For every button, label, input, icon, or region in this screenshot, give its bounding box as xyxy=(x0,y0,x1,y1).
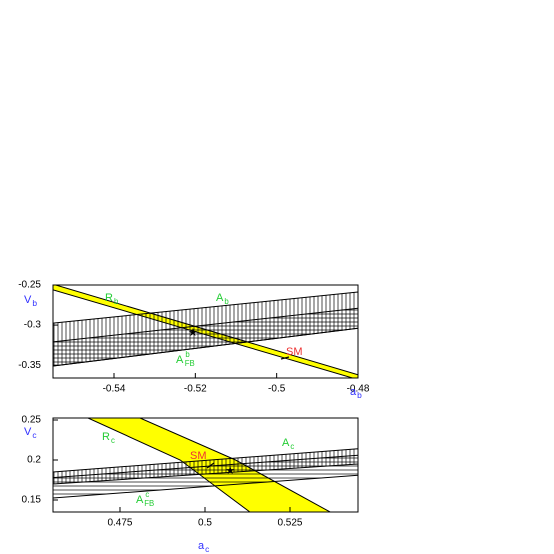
label-sub: b xyxy=(32,298,37,308)
y-tick-label: 0.25 xyxy=(22,415,42,426)
label: Ab xyxy=(216,292,229,306)
label: Rc xyxy=(102,431,115,445)
x-tick-label: 0.5 xyxy=(198,518,212,529)
plot-area xyxy=(53,418,358,512)
label-sub: FB xyxy=(185,359,195,368)
label: Vc xyxy=(24,426,37,440)
label-sub: b xyxy=(357,390,362,400)
label-main: a xyxy=(350,386,357,398)
plot-area xyxy=(53,285,358,378)
frame xyxy=(52,284,359,379)
label-sub: c xyxy=(111,436,115,445)
y-tick-label: -0.3 xyxy=(24,320,42,331)
label-sub: b xyxy=(114,297,119,306)
marker-star: ★ xyxy=(188,327,198,339)
x-tick-label: -0.54 xyxy=(103,384,126,395)
y-tick-label: -0.25 xyxy=(18,280,41,291)
label-sub: c xyxy=(205,544,209,554)
label-main: R xyxy=(105,292,113,304)
label-sup: b xyxy=(185,350,190,359)
label-sub: FB xyxy=(144,499,154,508)
label-sub: b xyxy=(224,297,229,306)
label-main: a xyxy=(198,540,205,552)
x-tick-label: -0.48 xyxy=(347,384,370,395)
x-tick-label: 0.525 xyxy=(277,518,302,529)
label-main: A xyxy=(216,292,224,304)
annotation: SM xyxy=(190,450,207,462)
x-tick-label: -0.5 xyxy=(268,384,286,395)
label-sub: c xyxy=(290,442,294,451)
annotation-pointer xyxy=(280,356,290,360)
label: ac xyxy=(198,540,209,554)
y-tick-label: -0.35 xyxy=(18,360,41,371)
marker-star: ★ xyxy=(225,465,235,477)
label-main: A xyxy=(136,494,144,506)
x-tick-label: 0.475 xyxy=(107,518,132,529)
y-tick-label: 0.15 xyxy=(22,495,42,506)
label-main: A xyxy=(282,437,290,449)
label-main: V xyxy=(24,294,32,306)
label-main: R xyxy=(102,431,110,443)
annotation-pointer xyxy=(206,462,215,469)
label: Rb xyxy=(105,292,119,306)
label: Vb xyxy=(24,294,37,308)
band xyxy=(53,454,358,499)
label-main: A xyxy=(176,354,184,366)
annotation: SM xyxy=(286,346,303,358)
band xyxy=(53,307,358,367)
x-tick-label: -0.52 xyxy=(184,384,207,395)
label-sub: c xyxy=(32,430,36,440)
label-main: V xyxy=(24,426,32,438)
label: Ac xyxy=(282,437,294,451)
label-sup: c xyxy=(145,490,149,499)
y-tick-label: 0.2 xyxy=(27,455,41,466)
frame xyxy=(52,417,359,513)
label: ab xyxy=(350,386,362,400)
